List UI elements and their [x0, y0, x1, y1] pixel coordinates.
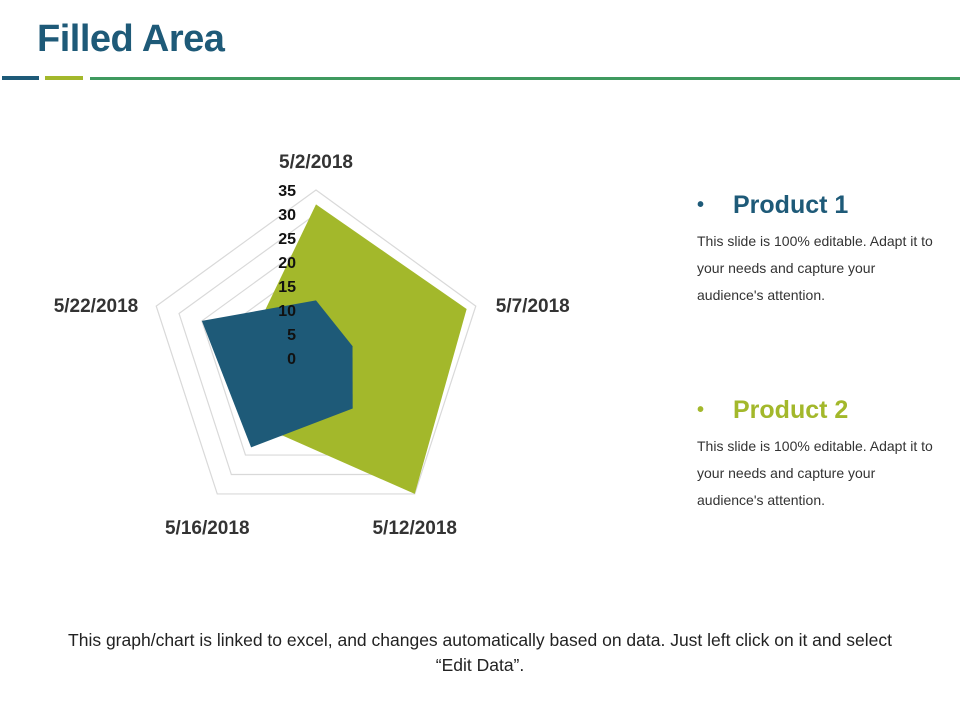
title-rule-navy	[2, 76, 39, 80]
category-label: 5/12/2018	[372, 518, 457, 539]
legend-product-2-desc: This slide is 100% editable. Adapt it to…	[697, 438, 933, 508]
radar-series-product-1	[201, 300, 353, 448]
legend-product-1-name: Product 1	[733, 190, 849, 219]
radial-tick-label: 35	[278, 183, 296, 200]
radial-tick-label: 15	[278, 279, 296, 296]
category-label: 5/22/2018	[54, 296, 139, 317]
legend-product-1-heading: • Product 1	[697, 190, 947, 220]
bullet-icon: •	[697, 398, 705, 421]
title-rule-green	[90, 77, 960, 80]
title-rule-lime	[45, 76, 83, 80]
legend-product-1: • Product 1 This slide is 100% editable.…	[697, 190, 947, 309]
category-label: 5/7/2018	[496, 296, 570, 317]
legend-product-2: • Product 2 This slide is 100% editable.…	[697, 395, 947, 514]
radial-tick-label: 30	[278, 207, 296, 224]
radial-tick-label: 10	[278, 303, 296, 320]
radial-tick-label: 20	[278, 255, 296, 272]
page-title: Filled Area	[37, 18, 225, 60]
radar-grid-ring	[155, 189, 477, 495]
category-label: 5/2/2018	[279, 152, 353, 173]
legend-product-2-name: Product 2	[733, 395, 849, 424]
radial-tick-label: 0	[287, 351, 296, 368]
radial-tick-label: 25	[278, 231, 296, 248]
bullet-icon: •	[697, 193, 705, 216]
radial-tick-label: 5	[287, 327, 296, 344]
category-label: 5/16/2018	[165, 518, 250, 539]
footer-note: This graph/chart is linked to excel, and…	[68, 630, 892, 675]
legend-product-2-heading: • Product 2	[697, 395, 947, 425]
legend-product-1-desc: This slide is 100% editable. Adapt it to…	[697, 233, 933, 303]
